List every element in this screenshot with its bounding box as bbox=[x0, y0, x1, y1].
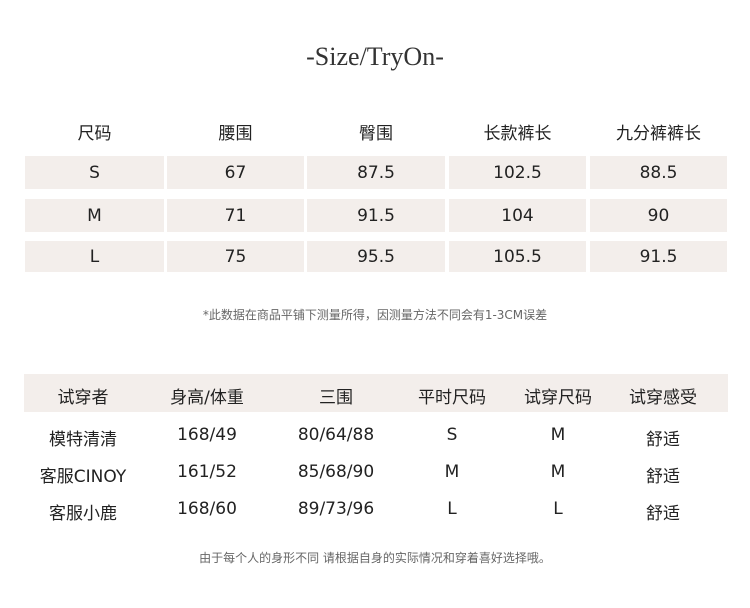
tryon-note: 由于每个人的身形不同 请根据自身的实际情况和穿着喜好选择哦。 bbox=[199, 551, 551, 565]
tryon-cell: 舒适 bbox=[646, 504, 680, 524]
size-cell: 105.5 bbox=[449, 241, 586, 272]
size-header-cell: 九分裤裤长 bbox=[616, 123, 701, 144]
tryon-cell: M bbox=[444, 462, 460, 482]
tryon-cell: 客服小鹿 bbox=[49, 504, 117, 524]
size-header-cell: 臀围 bbox=[359, 123, 393, 144]
size-cell: 67 bbox=[167, 156, 304, 189]
size-cell: 91.5 bbox=[307, 199, 445, 232]
tryon-cell: 客服CINOY bbox=[39, 467, 127, 487]
size-cell: 104 bbox=[449, 199, 586, 232]
tryon-header-cell: 身高/体重 bbox=[170, 388, 244, 408]
tryon-header-cell: 试穿尺码 bbox=[524, 388, 592, 408]
tryon-cell: 168/49 bbox=[177, 425, 237, 445]
tryon-cell: 161/52 bbox=[177, 462, 237, 482]
tryon-cell: 舒适 bbox=[646, 467, 680, 487]
page-title: -Size/TryOn- bbox=[306, 42, 444, 71]
size-cell: 75 bbox=[167, 241, 304, 272]
size-cell: 87.5 bbox=[307, 156, 445, 189]
tryon-cell: 80/64/88 bbox=[297, 425, 375, 445]
size-cell: 95.5 bbox=[307, 241, 445, 272]
tryon-cell: 模特清清 bbox=[49, 430, 117, 450]
size-header-cell: 腰围 bbox=[218, 123, 253, 144]
size-cell: 88.5 bbox=[590, 156, 727, 189]
size-cell: S bbox=[25, 156, 164, 189]
tryon-header-cell: 平时尺码 bbox=[418, 388, 486, 408]
tryon-header-cell: 试穿者 bbox=[57, 388, 109, 408]
tryon-cell: M bbox=[550, 462, 566, 482]
size-note: *此数据在商品平铺下测量所得，因测量方法不同会有1-3CM误差 bbox=[202, 308, 548, 322]
tryon-cell: 舒适 bbox=[646, 430, 680, 450]
tryon-cell: 168/60 bbox=[177, 499, 237, 519]
size-cell: 91.5 bbox=[590, 241, 727, 272]
size-header-cell: 尺码 bbox=[77, 123, 112, 144]
size-cell: M bbox=[25, 199, 164, 232]
tryon-cell: S bbox=[446, 425, 458, 445]
size-header-cell: 长款裤长 bbox=[483, 123, 552, 144]
size-cell: L bbox=[25, 241, 164, 272]
tryon-cell: M bbox=[550, 425, 566, 445]
size-cell: 71 bbox=[167, 199, 304, 232]
tryon-cell: 85/68/90 bbox=[297, 462, 375, 482]
tryon-header-cell: 三围 bbox=[319, 388, 353, 408]
size-cell: 102.5 bbox=[449, 156, 586, 189]
tryon-header-band bbox=[24, 374, 728, 412]
tryon-cell: L bbox=[553, 499, 563, 519]
size-cell: 90 bbox=[590, 199, 727, 232]
tryon-cell: 89/73/96 bbox=[297, 499, 375, 519]
tryon-cell: L bbox=[447, 499, 457, 519]
tryon-header-cell: 试穿感受 bbox=[629, 388, 697, 408]
